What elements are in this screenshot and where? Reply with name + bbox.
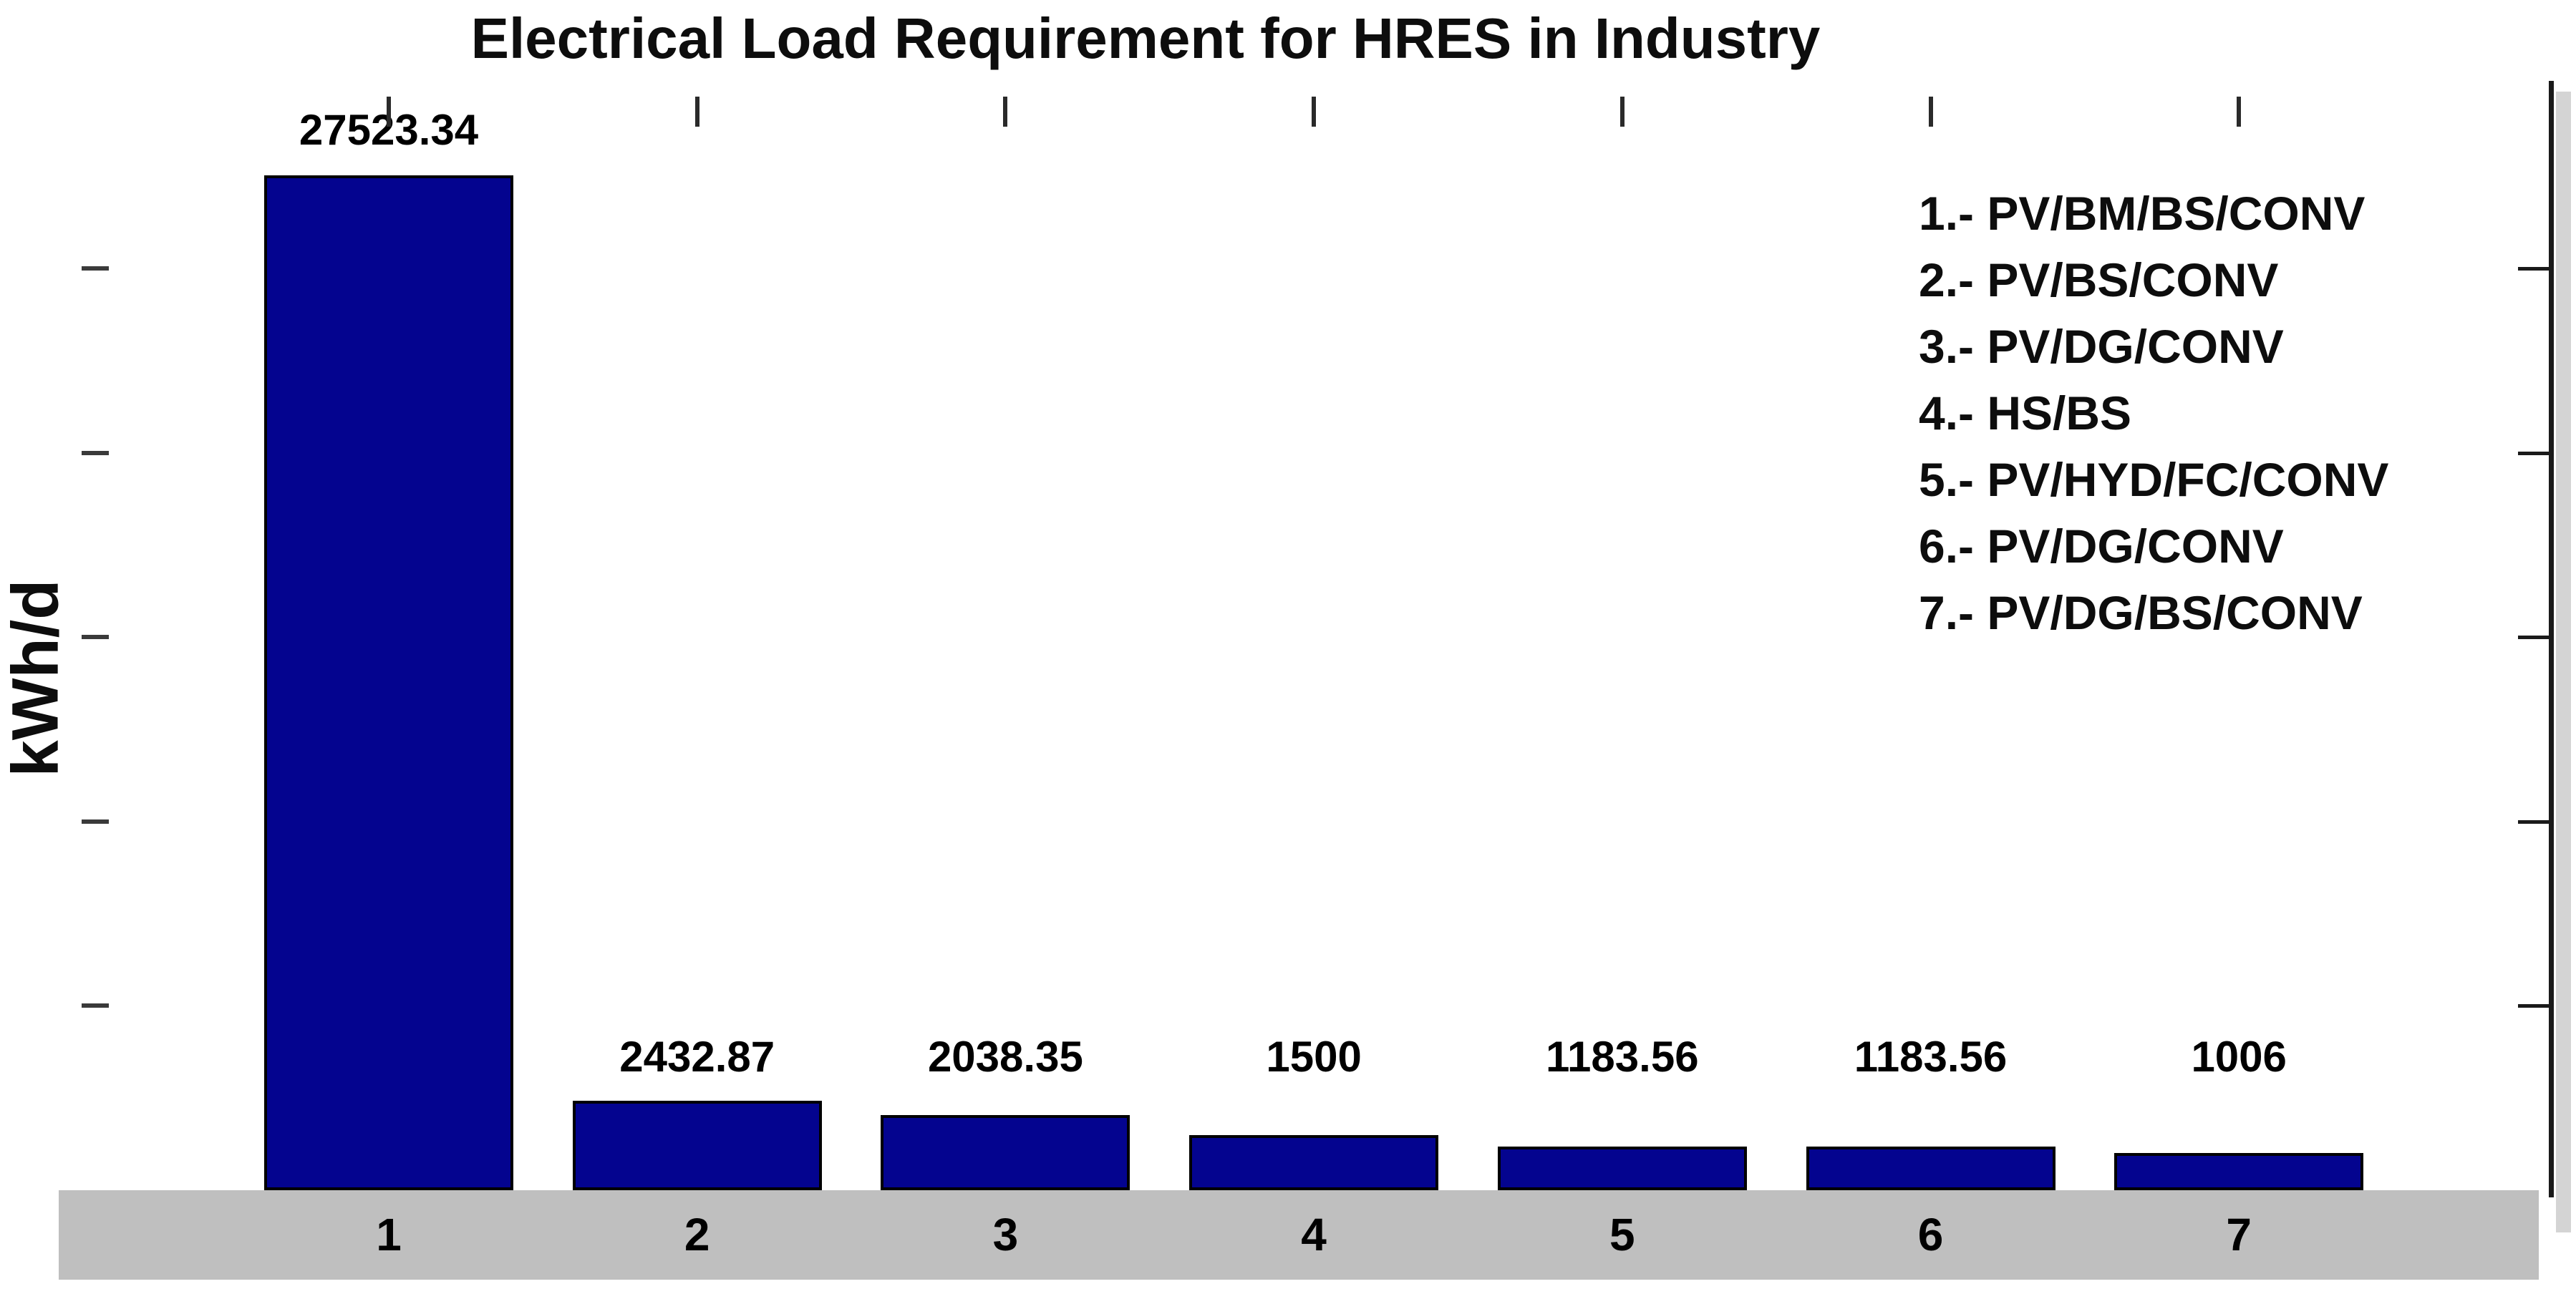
bar-4 [1189,1135,1439,1190]
left-y-tick-10000 [82,819,109,824]
x-tick-label-7: 7 [2226,1209,2252,1260]
right-y-tick-20000 [2518,452,2550,455]
x-tick-label-2: 2 [684,1209,710,1260]
bar-5 [1497,1147,1747,1190]
right-y-tick-25000 [2518,267,2550,271]
legend-entry-7: 7.- PV/DG/BS/CONV [1919,586,2363,639]
top-tick-2 [694,97,699,127]
y-axis-label: kWh/d [0,579,72,777]
bar-3 [881,1115,1130,1190]
bar-value-label-7: 1006 [2191,1033,2287,1081]
legend-entry-5: 5.- PV/HYD/FC/CONV [1919,453,2389,506]
legend: 1.- PV/BM/BS/CONV 2.- PV/BS/CONV 3.- PV/DG… [1919,180,2549,646]
x-tick-label-4: 4 [1301,1209,1327,1260]
x-tick-label-5: 5 [1609,1209,1635,1260]
bar-value-label-6: 1183.56 [1854,1033,2008,1081]
x-tick-label-1: 1 [376,1209,402,1260]
right-y-tick-15000 [2518,636,2550,639]
bar-value-label-4: 1500 [1266,1033,1362,1081]
top-tick-5 [1619,97,1624,127]
right-y-tick-5000 [2518,1004,2550,1008]
x-axis-band [59,1190,2539,1280]
bar-value-label-3: 2038.35 [927,1033,1083,1081]
left-y-tick-25000 [82,266,109,271]
legend-entry-6: 6.- PV/DG/CONV [1919,520,2284,573]
x-tick-label-3: 3 [992,1209,1019,1260]
right-y-tick-10000 [2518,820,2550,824]
x-tick-label-6: 6 [1917,1209,1944,1260]
top-tick-4 [1312,97,1317,127]
bar-7 [2114,1153,2364,1190]
axis-shadow-strip [2556,92,2571,1232]
left-y-tick-15000 [82,635,109,639]
legend-entry-3: 3.- PV/DG/CONV [1919,320,2284,373]
bar-2 [572,1101,822,1190]
top-tick-6 [1928,97,1933,127]
legend-entry-1: 1.- PV/BM/BS/CONV [1919,187,2366,240]
left-y-tick-5000 [82,1003,109,1008]
legend-entry-2: 2.- PV/BS/CONV [1919,253,2279,306]
left-y-tick-20000 [82,451,109,455]
bar-1 [264,175,513,1190]
right-axis-line [2549,81,2554,1197]
legend-entry-4: 4.- HS/BS [1919,386,2132,439]
top-tick-7 [2237,97,2242,127]
bar-6 [1806,1147,2056,1190]
bar-value-label-5: 1183.56 [1546,1033,1699,1081]
chart-title: Electrical Load Requirement for HRES in … [470,6,1821,70]
top-tick-3 [1003,97,1008,127]
top-tick-1 [387,97,391,127]
bar-value-label-2: 2432.87 [619,1033,775,1081]
